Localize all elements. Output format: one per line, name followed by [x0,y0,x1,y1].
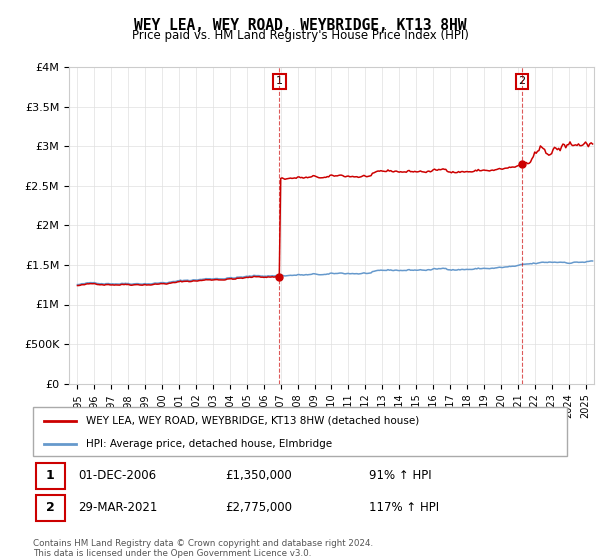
Text: 1: 1 [46,469,55,482]
Text: 91% ↑ HPI: 91% ↑ HPI [370,469,432,482]
Text: 01-DEC-2006: 01-DEC-2006 [79,469,157,482]
Text: £1,350,000: £1,350,000 [225,469,292,482]
Text: 1: 1 [276,76,283,86]
Text: 117% ↑ HPI: 117% ↑ HPI [370,501,440,514]
Text: Price paid vs. HM Land Registry's House Price Index (HPI): Price paid vs. HM Land Registry's House … [131,29,469,42]
Text: 29-MAR-2021: 29-MAR-2021 [79,501,158,514]
FancyBboxPatch shape [35,494,65,521]
Text: WEY LEA, WEY ROAD, WEYBRIDGE, KT13 8HW (detached house): WEY LEA, WEY ROAD, WEYBRIDGE, KT13 8HW (… [86,416,419,426]
Text: 2: 2 [518,76,526,86]
Text: Contains HM Land Registry data © Crown copyright and database right 2024.
This d: Contains HM Land Registry data © Crown c… [33,539,373,558]
FancyBboxPatch shape [33,407,567,456]
Text: WEY LEA, WEY ROAD, WEYBRIDGE, KT13 8HW: WEY LEA, WEY ROAD, WEYBRIDGE, KT13 8HW [134,18,466,33]
Text: HPI: Average price, detached house, Elmbridge: HPI: Average price, detached house, Elmb… [86,439,332,449]
Text: £2,775,000: £2,775,000 [225,501,292,514]
Text: 2: 2 [46,501,55,514]
FancyBboxPatch shape [35,463,65,488]
